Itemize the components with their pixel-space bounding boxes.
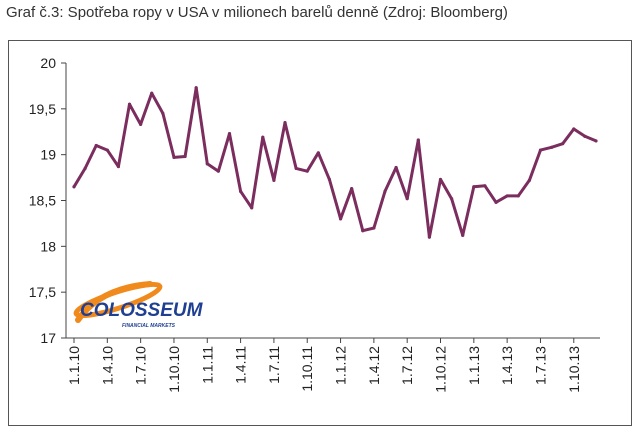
data-point: [261, 135, 265, 139]
data-point: [394, 165, 398, 170]
x-tick-label: 1.7.12: [399, 346, 415, 385]
data-point: [405, 197, 409, 201]
data-point: [350, 186, 354, 191]
data-point: [94, 143, 98, 148]
logo-name: COLOSSEUM: [80, 300, 204, 321]
x-tick-label: 1.7.11: [266, 346, 282, 384]
data-point: [538, 148, 543, 152]
x-tick-label: 1.10.10: [166, 346, 182, 393]
data-point: [150, 91, 154, 95]
y-tick-label: 19: [40, 147, 56, 163]
data-point: [83, 166, 87, 171]
data-point: [461, 233, 465, 237]
data-point: [572, 127, 576, 131]
data-point: [172, 155, 176, 160]
data-point: [216, 169, 220, 173]
logo-tagline: FINANCIAL MARKETS: [122, 323, 176, 329]
x-tick-label: 1.1.10: [66, 346, 82, 385]
data-point: [483, 184, 487, 188]
x-tick-label: 1.4.10: [99, 346, 115, 385]
y-tick-label: 19,5: [29, 101, 56, 117]
chart-caption: Graf č.3: Spotřeba ropy v USA v milionec…: [6, 4, 508, 21]
data-point: [594, 139, 598, 143]
y-tick-label: 18,5: [29, 193, 56, 209]
data-point: [116, 164, 121, 169]
data-point: [338, 217, 343, 221]
data-point: [527, 178, 531, 182]
series-line: [72, 86, 598, 239]
x-tick-label: 1.4.12: [366, 346, 382, 385]
data-point: [316, 151, 320, 155]
data-point: [450, 197, 454, 201]
chart-frame: [8, 40, 632, 426]
x-tick-label: 1.4.11: [233, 346, 249, 384]
data-point: [549, 145, 554, 149]
logo-orange-arc: [75, 281, 153, 323]
data-point: [127, 102, 132, 106]
data-point: [161, 111, 165, 116]
data-point: [205, 162, 209, 166]
data-point: [238, 189, 243, 193]
data-point: [516, 194, 520, 198]
y-tick-label: 17: [40, 330, 56, 346]
x-tick-label: 1.7.10: [133, 346, 149, 385]
data-point: [250, 206, 254, 210]
data-point: [283, 120, 287, 125]
y-tick-label: 18: [40, 238, 56, 254]
data-point: [438, 177, 443, 182]
data-point: [416, 138, 420, 142]
data-point: [194, 86, 198, 90]
x-tick-label: 1.1.13: [466, 346, 482, 385]
data-point: [105, 148, 109, 152]
data-point: [272, 178, 276, 182]
x-tick-label: 1.1.11: [199, 346, 215, 384]
data-point: [427, 235, 432, 239]
x-tick-label: 1.4.13: [499, 346, 515, 385]
data-point: [305, 169, 309, 173]
y-tick-label: 17,5: [29, 284, 56, 300]
data-point: [183, 154, 187, 159]
data-point: [361, 229, 365, 233]
x-tick-label: 1.10.12: [433, 346, 449, 393]
data-point: [294, 166, 298, 171]
y-tick-label: 20: [40, 55, 56, 71]
data-point: [472, 185, 476, 189]
data-point: [494, 200, 498, 204]
x-tick-label: 1.1.12: [333, 346, 349, 385]
data-point: [561, 142, 565, 146]
data-point: [227, 131, 232, 136]
data-point: [372, 226, 376, 230]
x-tick-label: 1.10.13: [566, 346, 582, 393]
data-point: [505, 194, 509, 198]
data-point: [383, 189, 387, 193]
colosseum-logo: COLOSSEUM FINANCIAL MARKETS: [73, 281, 204, 329]
data-point: [139, 122, 143, 127]
data-point: [327, 177, 332, 182]
x-tick-label: 1.10.11: [299, 346, 315, 392]
data-point: [72, 185, 76, 189]
data-point: [583, 134, 587, 138]
x-tick-label: 1.7.13: [532, 346, 548, 385]
